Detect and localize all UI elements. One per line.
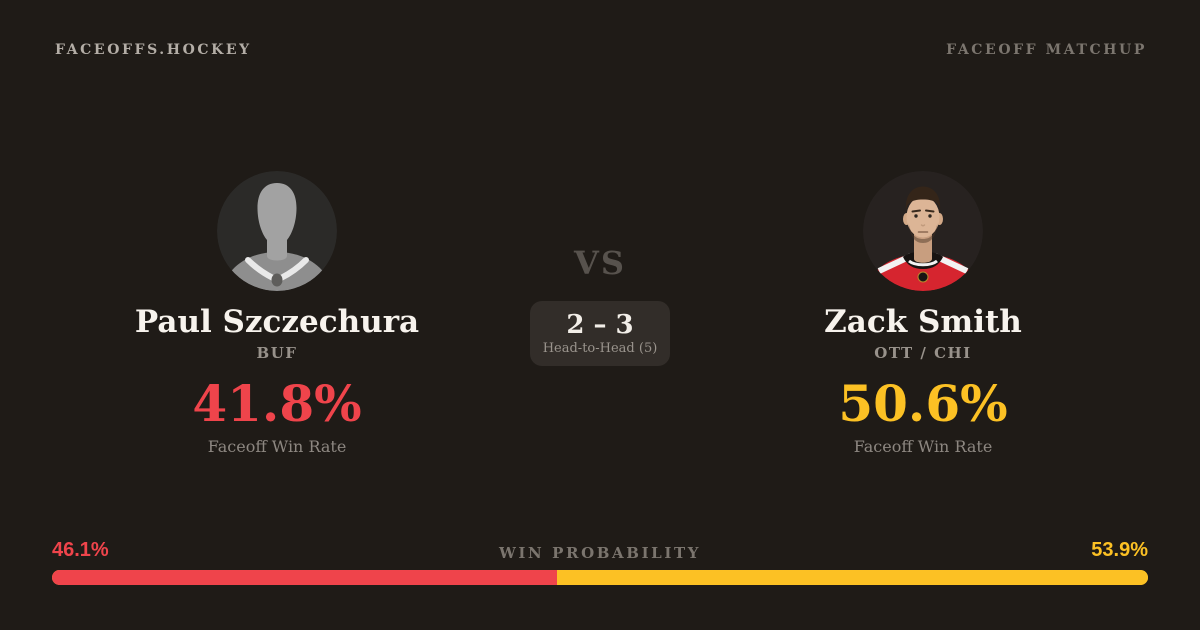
brand-logo-text: FACEOFFS.HOCKEY — [55, 42, 252, 58]
win-rate-caption-left: Faceoff Win Rate — [207, 437, 347, 456]
head-to-head-box: 2 – 3 Head-to-Head (5) — [530, 301, 670, 366]
versus-block: VS 2 – 3 Head-to-Head (5) — [450, 243, 750, 366]
vs-label: VS — [574, 244, 626, 282]
player-team-left: BUF — [256, 344, 298, 362]
player-avatar-right — [863, 171, 983, 291]
player-name-right: Zack Smith — [824, 304, 1022, 340]
win-probability-right-value: 53.9% — [1091, 539, 1148, 561]
win-probability-left-value: 46.1% — [52, 539, 109, 561]
win-probability-bar — [52, 570, 1148, 585]
player-team-right: OTT / CHI — [874, 344, 972, 362]
head-to-head-caption: Head-to-Head (5) — [542, 341, 658, 356]
win-rate-caption-right: Faceoff Win Rate — [853, 437, 993, 456]
player-silhouette-icon — [217, 171, 337, 291]
player-name-left: Paul Szczechura — [134, 304, 420, 340]
win-bar-right-segment — [557, 570, 1148, 585]
player-card-right: Zack Smith OTT / CHI 50.6% Faceoff Win R… — [698, 171, 1148, 456]
win-bar-left-segment — [52, 570, 558, 585]
player-win-rate-right: 50.6% — [838, 374, 1008, 433]
player-win-rate-left: 41.8% — [192, 374, 362, 433]
head-to-head-score: 2 – 3 — [566, 310, 634, 340]
player-photo — [863, 171, 983, 291]
win-probability-label: WIN PROBABILITY — [498, 544, 702, 562]
page-title: FACEOFF MATCHUP — [946, 42, 1147, 58]
player-card-left: Paul Szczechura BUF 41.8% Faceoff Win Ra… — [52, 171, 502, 456]
player-avatar-left — [217, 171, 337, 291]
